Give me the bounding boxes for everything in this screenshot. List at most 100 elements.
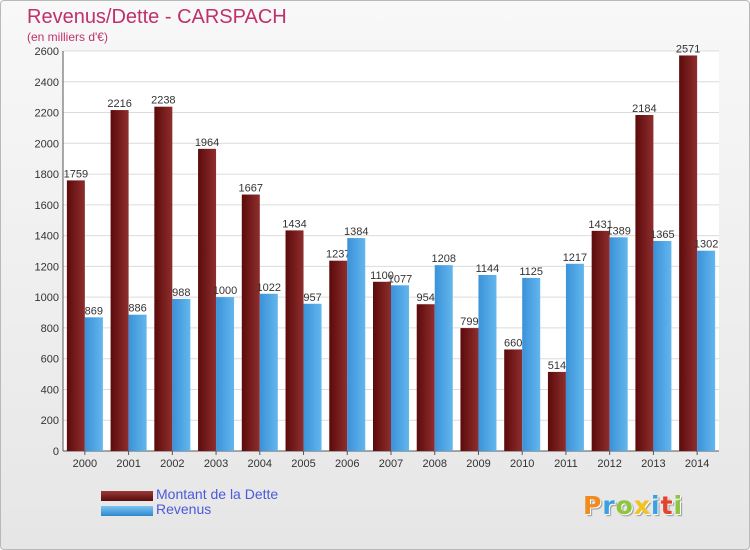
logo-letter: o	[615, 491, 634, 520]
data-label-revenus: 1125	[519, 266, 543, 278]
chart-subtitle: (en milliers d'€)	[27, 30, 108, 44]
proxiti-logo: Proxiti	[583, 491, 683, 520]
x-tick-label: 2005	[291, 458, 315, 470]
bar-dette	[504, 349, 523, 451]
x-tick-label: 2001	[116, 458, 140, 470]
bar-dette	[547, 371, 566, 451]
bar-revenus	[522, 277, 541, 451]
logo-letter: x	[633, 491, 651, 520]
y-tick-label: 2200	[35, 108, 59, 120]
x-tick-label: 2000	[73, 458, 97, 470]
y-tick-label: 1000	[35, 292, 59, 304]
data-label-dette: 954	[417, 292, 435, 304]
chart-title: Revenus/Dette - CARSPACH	[27, 6, 287, 28]
bar-revenus	[128, 314, 147, 451]
x-tick-label: 2012	[597, 458, 621, 470]
data-label-dette: 2571	[676, 43, 700, 55]
y-tick-label: 2600	[35, 46, 59, 58]
legend-label-revenus: Revenus	[156, 501, 212, 517]
data-label-dette: 1434	[282, 218, 306, 230]
data-label-revenus: 1302	[694, 239, 718, 251]
x-tick-label: 2002	[160, 458, 184, 470]
logo-letter: i	[651, 491, 661, 520]
x-tick-label: 2010	[510, 458, 534, 470]
data-label-revenus: 1144	[476, 263, 500, 275]
x-tick-label: 2004	[248, 458, 272, 470]
bar-dette	[66, 180, 85, 451]
bar-revenus	[434, 265, 453, 451]
bar-dette	[373, 281, 391, 451]
y-tick-label: 1800	[35, 169, 59, 181]
y-tick-label: 600	[41, 354, 59, 366]
data-label-dette: 2216	[107, 98, 131, 110]
bar-dette	[329, 260, 348, 451]
x-tick-label: 2014	[685, 458, 709, 470]
data-label-dette: 660	[504, 337, 522, 349]
bar-revenus	[303, 303, 322, 451]
bar-revenus	[172, 299, 191, 451]
data-label-revenus: 1384	[344, 226, 368, 238]
data-label-revenus: 1208	[431, 253, 455, 265]
bar-revenus	[391, 285, 409, 451]
legend-swatch-dette	[101, 491, 153, 501]
y-tick-label: 1600	[35, 200, 59, 212]
bar-dette	[241, 194, 260, 452]
data-label-dette: 1431	[588, 219, 612, 231]
bar-revenus	[347, 238, 366, 451]
bar-revenus	[609, 237, 628, 451]
data-label-revenus: 1077	[388, 273, 412, 285]
logo-letter: t	[660, 491, 674, 520]
data-label-dette: 799	[460, 316, 478, 328]
data-label-revenus: 1022	[257, 282, 281, 294]
data-label-dette: 1667	[239, 183, 263, 195]
bar-revenus	[259, 293, 278, 451]
logo-letter: i	[673, 491, 684, 520]
y-tick-label: 1200	[35, 261, 59, 273]
y-tick-label: 200	[41, 415, 59, 427]
x-tick-label: 2011	[554, 458, 578, 470]
data-label-dette: 1100	[370, 270, 394, 282]
x-tick-label: 2009	[466, 458, 490, 470]
data-label-dette: 2238	[151, 95, 175, 107]
logo-letter: P	[583, 491, 603, 520]
y-tick-label: 0	[53, 446, 59, 458]
data-label-revenus: 1000	[213, 285, 237, 297]
bar-revenus	[653, 241, 672, 451]
data-label-dette: 1237	[326, 249, 350, 261]
bar-revenus	[697, 250, 716, 451]
bar-revenus	[216, 297, 235, 451]
bar-dette	[635, 115, 654, 451]
data-label-revenus: 886	[128, 303, 146, 315]
bar-dette	[198, 148, 217, 451]
x-tick-label: 2006	[335, 458, 359, 470]
data-label-revenus: 957	[303, 292, 321, 304]
bar-dette	[285, 230, 304, 451]
data-label-dette: 2184	[632, 103, 656, 115]
x-tick-label: 2003	[204, 458, 228, 470]
bar-dette	[416, 304, 435, 451]
data-label-revenus: 1389	[606, 225, 630, 237]
bar-revenus	[565, 263, 584, 451]
bar-revenus	[84, 317, 103, 451]
legend-label-dette: Montant de la Dette	[156, 486, 279, 502]
bar-dette	[591, 230, 610, 451]
y-tick-label: 2000	[35, 138, 59, 150]
x-tick-label: 2007	[379, 458, 403, 470]
bar-dette	[110, 110, 129, 452]
data-label-revenus: 1217	[563, 252, 587, 264]
x-tick-label: 2008	[422, 458, 446, 470]
y-tick-label: 800	[41, 323, 59, 335]
y-tick-label: 400	[41, 384, 59, 396]
legend-swatch-revenus	[101, 506, 153, 516]
y-tick-label: 1400	[35, 231, 59, 243]
bar-revenus	[478, 275, 497, 451]
data-label-revenus: 869	[85, 305, 103, 317]
y-tick-label: 2400	[35, 77, 59, 89]
data-label-dette: 1759	[64, 168, 88, 180]
data-label-revenus: 988	[172, 287, 190, 299]
x-tick-label: 2013	[641, 458, 665, 470]
logo-letter: r	[602, 491, 616, 520]
data-label-dette: 514	[548, 360, 566, 372]
